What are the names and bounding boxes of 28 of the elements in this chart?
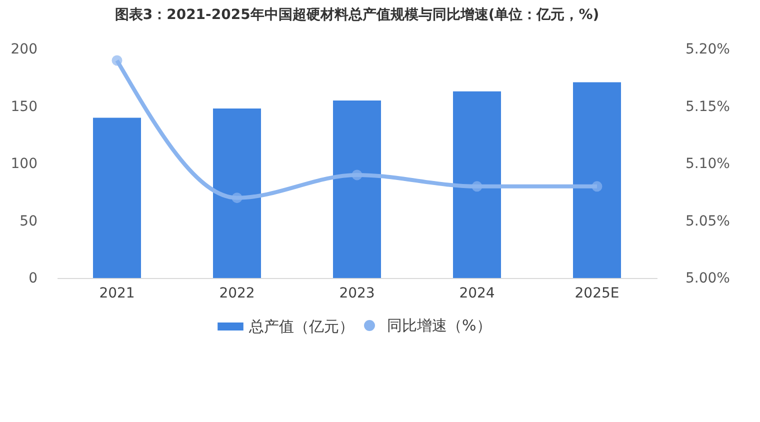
y2-tick-label: 5.10% [686,156,730,172]
x-tick-label: 2022 [219,286,255,302]
point [472,181,482,192]
bar [453,91,501,278]
y-tick-label: 100 [10,156,38,172]
y2-tick-label: 5.20% [686,42,730,58]
point [592,181,602,192]
y2-tick-label: 5.00% [686,270,730,286]
y2-tick-label: 5.15% [686,98,730,115]
point [112,55,122,66]
y2-tick-label: 5.05% [686,213,730,230]
x-tick-label: 2025E [574,286,620,302]
y-tick-label: 0 [28,270,38,286]
y-tick-label: 150 [10,98,38,115]
point [232,192,242,204]
point [352,170,362,180]
legend-label: 总产值（亿元） [248,318,354,336]
x-tick-label: 2023 [339,286,375,302]
chart-title: 图表3：2021-2025年中国超硬材料总产值规模与同比增速(单位：亿元，%) [114,6,600,23]
bar [213,108,261,278]
bar [573,82,621,278]
bar [333,100,381,278]
legend-label: 同比增速（%） [387,316,492,334]
bar [93,118,141,278]
x-tick-label: 2024 [459,286,495,302]
x-tick-label: 2021 [99,286,135,302]
y-tick-label: 50 [20,213,38,230]
y-tick-label: 200 [10,42,38,58]
